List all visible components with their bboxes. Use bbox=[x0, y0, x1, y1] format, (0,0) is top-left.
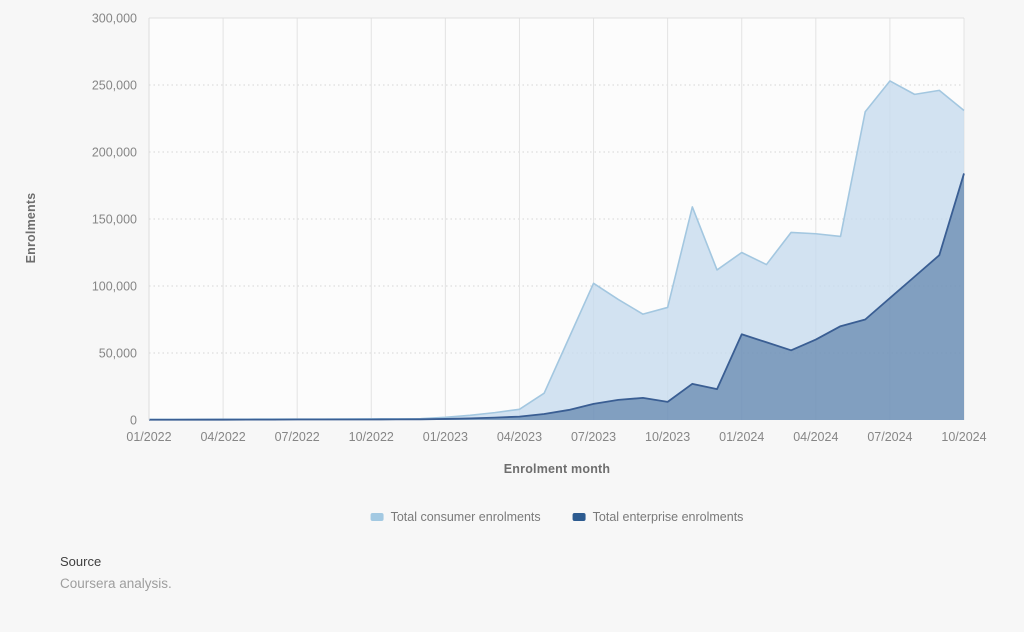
svg-text:100,000: 100,000 bbox=[92, 280, 137, 294]
source-heading: Source bbox=[60, 554, 102, 569]
legend-label-consumer: Total consumer enrolments bbox=[390, 510, 541, 524]
y-axis-title: Enrolments bbox=[24, 192, 38, 264]
chart-legend: Total consumer enrolments Total enterpri… bbox=[370, 510, 744, 524]
legend-item-enterprise: Total enterprise enrolments bbox=[572, 510, 744, 524]
legend-label-enterprise: Total enterprise enrolments bbox=[592, 510, 744, 524]
source-section: Source Coursera analysis. bbox=[60, 554, 172, 591]
svg-text:300,000: 300,000 bbox=[92, 12, 137, 26]
svg-text:01/2022: 01/2022 bbox=[126, 430, 171, 444]
svg-text:250,000: 250,000 bbox=[92, 79, 137, 93]
chart-canvas: 0 50,000 100,000 150,000 200,000 250,000 300,0… bbox=[92, 12, 987, 445]
legend-swatch-consumer bbox=[370, 513, 384, 521]
svg-text:07/2023: 07/2023 bbox=[571, 430, 616, 444]
svg-text:01/2024: 01/2024 bbox=[719, 430, 764, 444]
svg-text:01/2023: 01/2023 bbox=[423, 430, 468, 444]
svg-text:0: 0 bbox=[130, 414, 137, 428]
svg-text:07/2024: 07/2024 bbox=[867, 430, 912, 444]
svg-text:10/2024: 10/2024 bbox=[941, 430, 986, 444]
svg-text:04/2024: 04/2024 bbox=[793, 430, 838, 444]
svg-text:10/2022: 10/2022 bbox=[349, 430, 394, 444]
svg-text:04/2022: 04/2022 bbox=[200, 430, 245, 444]
svg-text:10/2023: 10/2023 bbox=[645, 430, 690, 444]
svg-text:07/2022: 07/2022 bbox=[275, 430, 320, 444]
svg-text:50,000: 50,000 bbox=[99, 347, 137, 361]
svg-text:200,000: 200,000 bbox=[92, 146, 137, 160]
legend-item-consumer: Total consumer enrolments bbox=[370, 510, 541, 524]
legend-swatch-enterprise bbox=[572, 513, 586, 521]
source-text: Coursera analysis. bbox=[60, 576, 172, 591]
x-axis-title: Enrolment month bbox=[503, 462, 611, 476]
svg-text:150,000: 150,000 bbox=[92, 213, 137, 227]
svg-text:04/2023: 04/2023 bbox=[497, 430, 542, 444]
